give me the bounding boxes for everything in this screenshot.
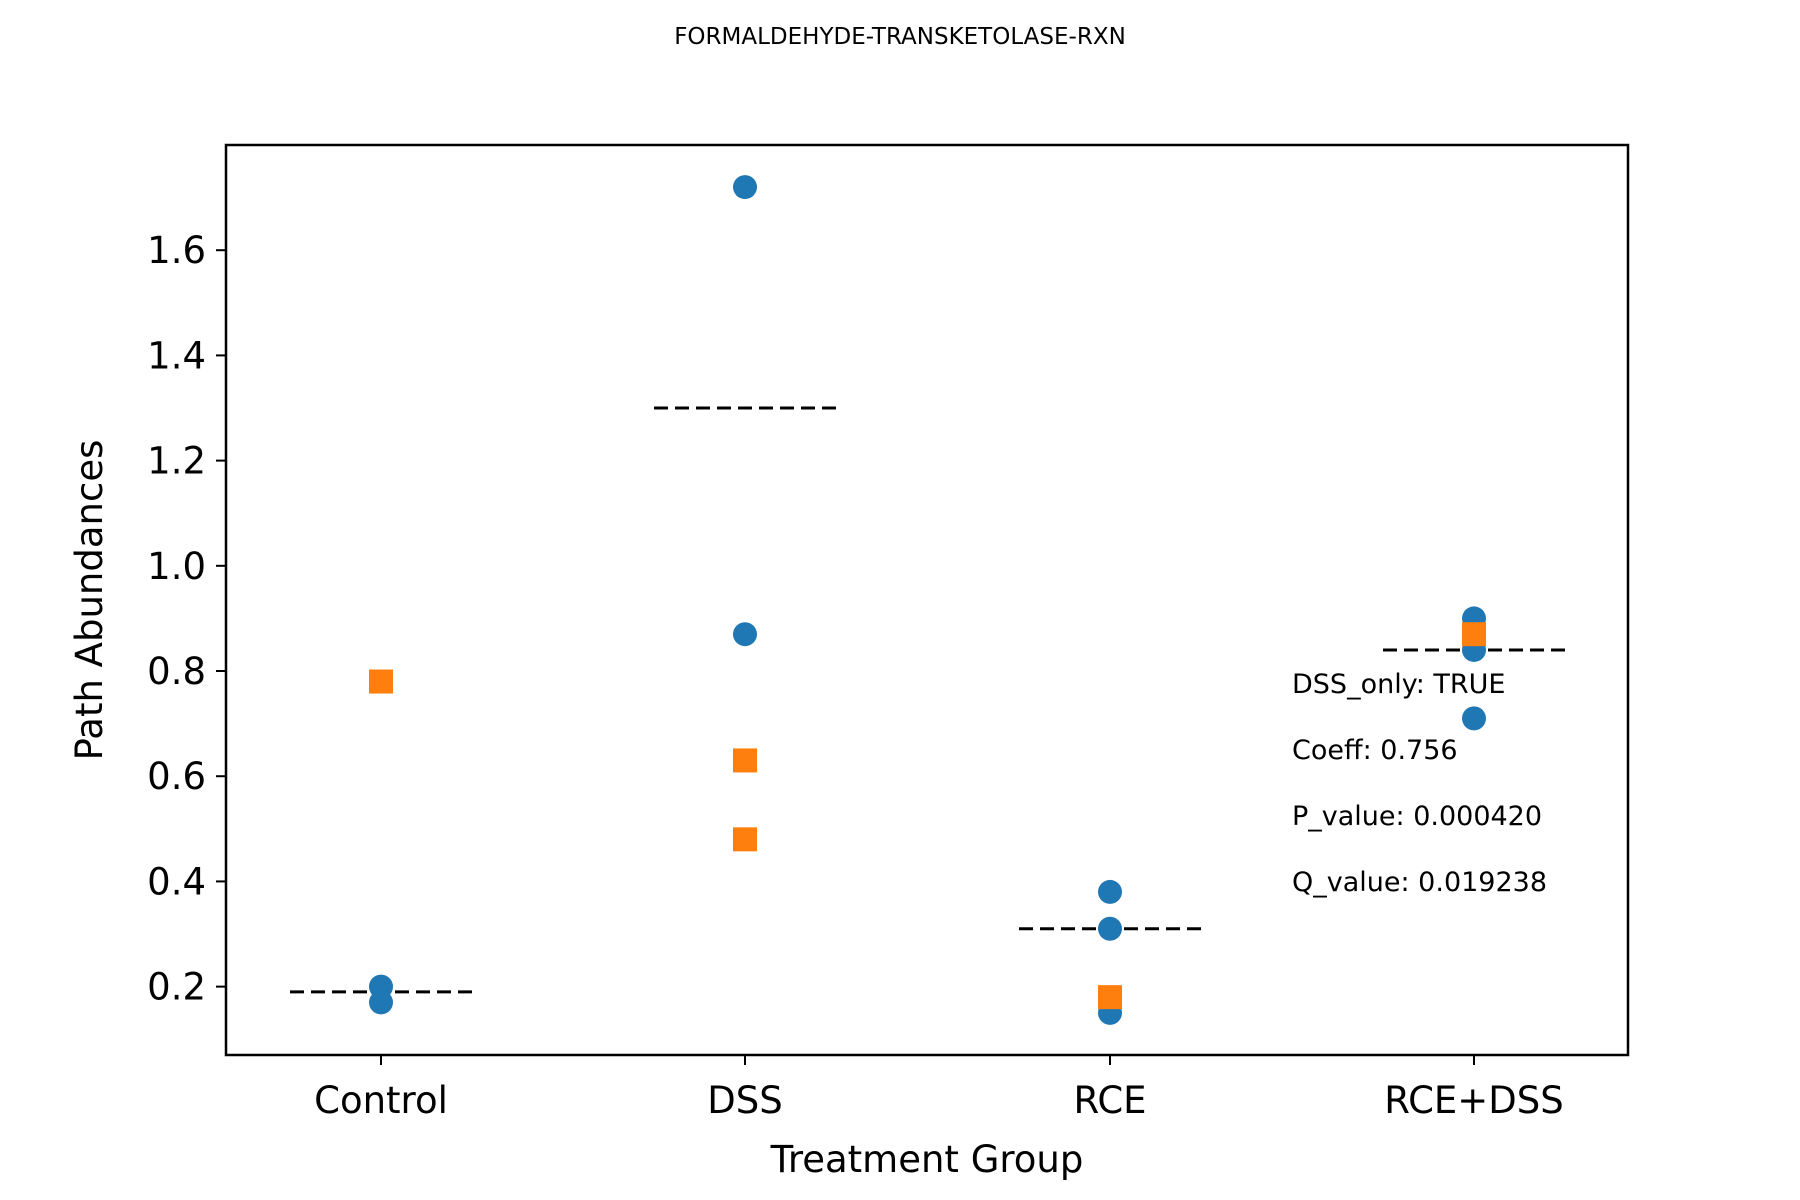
stats-annotation-line: DSS_only: TRUE: [1292, 669, 1505, 700]
data-point-circle: [1098, 879, 1122, 904]
data-point-square: [369, 669, 393, 694]
stats-annotation-line: Q_value: 0.019238: [1292, 867, 1547, 898]
data-point-circle: [1462, 706, 1486, 731]
data-point-square: [733, 748, 757, 773]
data-point-square: [1462, 622, 1486, 647]
y-tick-label: 0.6: [147, 755, 206, 798]
x-tick-label: RCE+DSS: [1384, 1079, 1564, 1122]
y-tick-label: 1.0: [147, 545, 206, 588]
data-point-square: [1098, 985, 1122, 1010]
y-axis-label: Path Abundances: [68, 440, 111, 761]
x-tick-label: RCE: [1073, 1079, 1146, 1122]
y-tick-label: 1.6: [147, 229, 206, 272]
y-tick-label: 0.4: [147, 860, 206, 903]
data-point-square: [733, 827, 757, 852]
y-tick-label: 0.2: [147, 966, 206, 1009]
x-tick-label: DSS: [707, 1079, 782, 1122]
y-tick-label: 1.4: [147, 334, 206, 377]
x-axis-label: Treatment Group: [770, 1138, 1084, 1181]
data-point-circle: [1098, 916, 1122, 941]
data-point-circle: [369, 990, 393, 1015]
stats-annotations: DSS_only: TRUE Coeff: 0.756 P_value: 0.000…: [1292, 669, 1547, 898]
stats-annotation-line: P_value: 0.000420: [1292, 801, 1542, 832]
stats-annotation-line: Coeff: 0.756: [1292, 735, 1458, 766]
marks-layer: [290, 175, 1565, 1025]
x-tick-label: Control: [314, 1079, 448, 1122]
plot-area-frame: [224, 143, 1630, 1057]
data-point-circle: [733, 175, 757, 200]
y-tick-label: 1.2: [147, 440, 206, 483]
data-point-circle: [733, 622, 757, 647]
y-tick-label: 0.8: [147, 650, 206, 693]
chart-title: FORMALDEHYDE-TRANSKETOLASE-RXN: [674, 24, 1126, 50]
